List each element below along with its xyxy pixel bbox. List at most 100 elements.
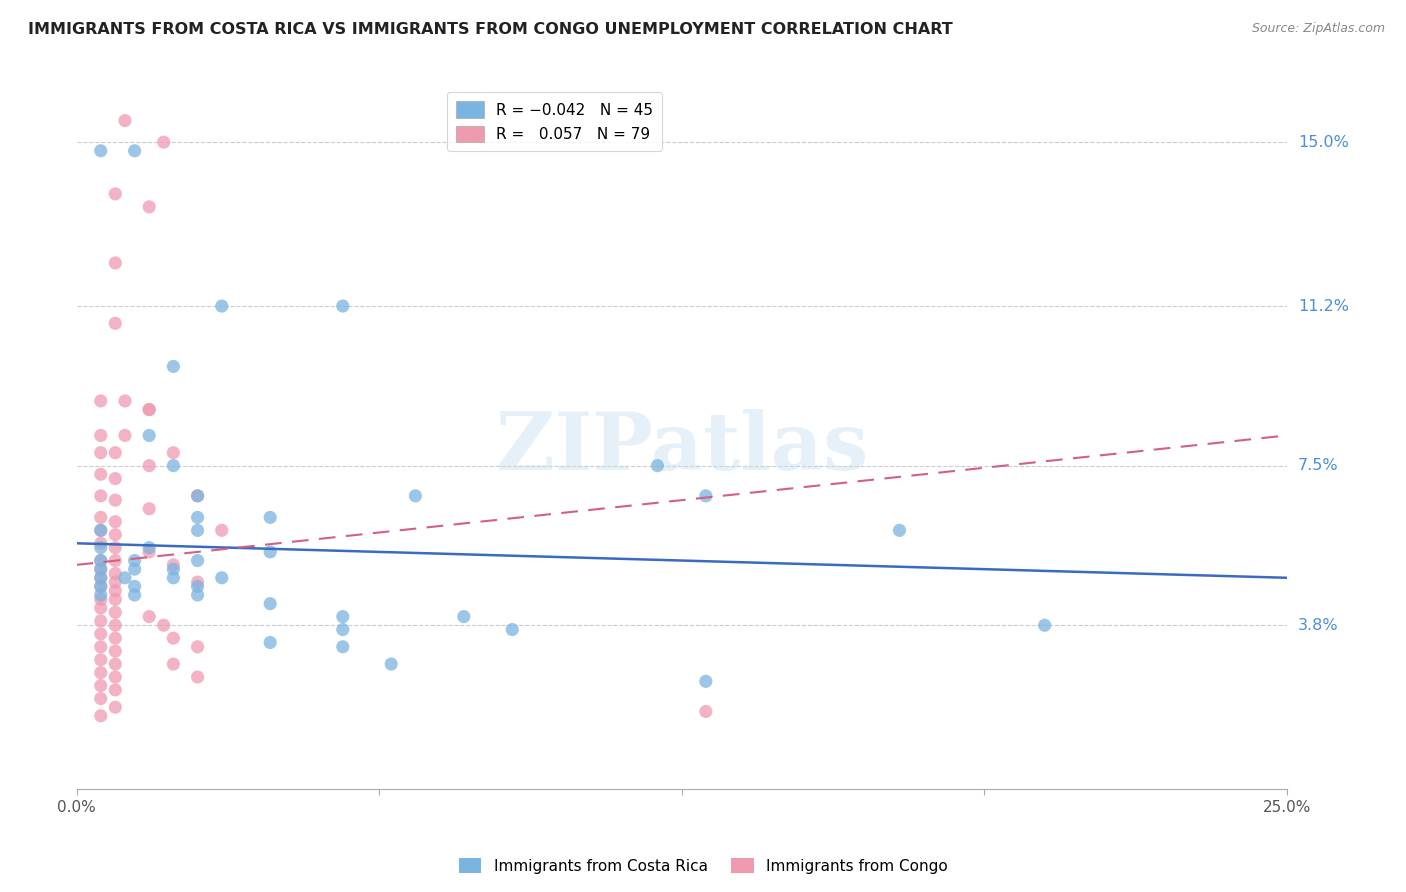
Point — [259, 635, 281, 649]
Point — [211, 524, 233, 538]
Point — [104, 493, 127, 508]
Point — [90, 640, 112, 654]
Point — [332, 609, 354, 624]
Point — [259, 597, 281, 611]
Point — [124, 553, 146, 567]
Point — [162, 571, 184, 585]
Text: 7.5%: 7.5% — [1298, 458, 1339, 473]
Point — [104, 186, 127, 201]
Point — [104, 575, 127, 590]
Point — [104, 657, 127, 671]
Legend: Immigrants from Costa Rica, Immigrants from Congo: Immigrants from Costa Rica, Immigrants f… — [453, 852, 953, 880]
Point — [138, 428, 160, 442]
Point — [187, 553, 209, 567]
Point — [90, 679, 112, 693]
Point — [187, 489, 209, 503]
Point — [695, 489, 717, 503]
Point — [124, 562, 146, 576]
Point — [152, 618, 174, 632]
Point — [104, 682, 127, 697]
Point — [404, 489, 426, 503]
Point — [90, 571, 112, 585]
Point — [104, 592, 127, 607]
Legend: R = −0.042   N = 45, R =   0.057   N = 79: R = −0.042 N = 45, R = 0.057 N = 79 — [447, 92, 662, 152]
Point — [104, 631, 127, 645]
Point — [104, 644, 127, 658]
Point — [90, 579, 112, 593]
Point — [138, 402, 160, 417]
Text: 15.0%: 15.0% — [1298, 135, 1348, 150]
Point — [104, 566, 127, 581]
Point — [162, 458, 184, 473]
Point — [187, 640, 209, 654]
Point — [187, 489, 209, 503]
Point — [211, 299, 233, 313]
Point — [187, 588, 209, 602]
Point — [187, 575, 209, 590]
Point — [104, 618, 127, 632]
Point — [695, 674, 717, 689]
Point — [90, 553, 112, 567]
Point — [104, 472, 127, 486]
Point — [90, 541, 112, 555]
Point — [138, 501, 160, 516]
Point — [90, 562, 112, 576]
Point — [114, 571, 136, 585]
Point — [90, 653, 112, 667]
Point — [104, 541, 127, 555]
Point — [187, 579, 209, 593]
Point — [138, 545, 160, 559]
Point — [90, 428, 112, 442]
Point — [104, 316, 127, 330]
Point — [453, 609, 475, 624]
Point — [162, 558, 184, 572]
Point — [501, 623, 523, 637]
Point — [104, 605, 127, 619]
Point — [332, 623, 354, 637]
Point — [162, 631, 184, 645]
Point — [138, 609, 160, 624]
Point — [90, 571, 112, 585]
Point — [104, 446, 127, 460]
Point — [124, 588, 146, 602]
Point — [138, 458, 160, 473]
Point — [889, 524, 911, 538]
Point — [90, 467, 112, 482]
Point — [104, 527, 127, 541]
Point — [211, 571, 233, 585]
Point — [114, 393, 136, 408]
Point — [332, 640, 354, 654]
Point — [162, 562, 184, 576]
Point — [90, 579, 112, 593]
Point — [380, 657, 402, 671]
Point — [90, 536, 112, 550]
Point — [104, 583, 127, 598]
Point — [187, 670, 209, 684]
Point — [90, 524, 112, 538]
Point — [90, 562, 112, 576]
Point — [104, 553, 127, 567]
Point — [138, 402, 160, 417]
Point — [124, 579, 146, 593]
Point — [162, 359, 184, 374]
Point — [104, 700, 127, 714]
Point — [187, 510, 209, 524]
Point — [90, 614, 112, 628]
Point — [90, 510, 112, 524]
Point — [114, 428, 136, 442]
Point — [1033, 618, 1056, 632]
Text: Source: ZipAtlas.com: Source: ZipAtlas.com — [1251, 22, 1385, 36]
Point — [259, 510, 281, 524]
Text: ZIPatlas: ZIPatlas — [495, 409, 868, 486]
Point — [90, 524, 112, 538]
Point — [90, 592, 112, 607]
Point — [90, 393, 112, 408]
Point — [90, 627, 112, 641]
Text: 3.8%: 3.8% — [1298, 618, 1339, 632]
Point — [90, 708, 112, 723]
Text: 11.2%: 11.2% — [1298, 299, 1348, 314]
Point — [187, 524, 209, 538]
Point — [124, 144, 146, 158]
Point — [90, 601, 112, 615]
Point — [90, 446, 112, 460]
